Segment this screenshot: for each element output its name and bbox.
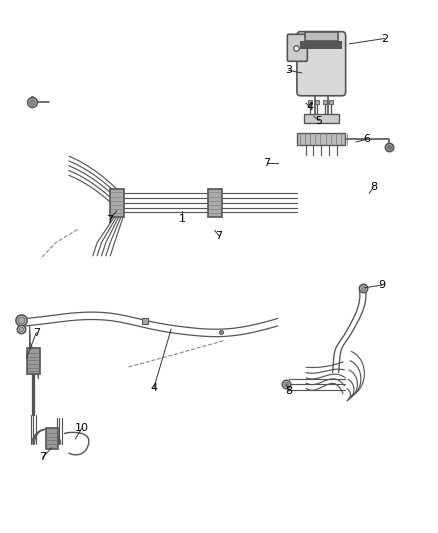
Bar xyxy=(46,428,58,449)
FancyBboxPatch shape xyxy=(287,34,307,61)
Text: 3: 3 xyxy=(285,66,292,75)
FancyBboxPatch shape xyxy=(297,31,346,96)
Text: 1: 1 xyxy=(179,214,186,224)
Text: 2: 2 xyxy=(381,34,388,44)
Text: 8: 8 xyxy=(370,182,377,192)
Text: 7: 7 xyxy=(33,328,40,338)
Text: 9: 9 xyxy=(378,280,386,290)
Text: 10: 10 xyxy=(75,423,89,433)
Text: 4: 4 xyxy=(150,383,157,393)
Text: 4: 4 xyxy=(307,102,314,112)
Text: 5: 5 xyxy=(316,116,323,126)
Bar xyxy=(208,189,222,216)
Bar xyxy=(110,189,124,216)
Text: 7: 7 xyxy=(215,231,223,241)
Bar xyxy=(300,41,342,49)
Bar xyxy=(304,114,339,123)
Text: 6: 6 xyxy=(364,134,371,144)
Text: 8: 8 xyxy=(285,386,292,396)
Bar xyxy=(27,348,40,374)
Text: 7: 7 xyxy=(263,158,270,168)
Text: 7: 7 xyxy=(106,215,113,225)
Bar xyxy=(297,133,345,144)
Text: 7: 7 xyxy=(39,453,46,463)
Bar xyxy=(305,31,338,41)
